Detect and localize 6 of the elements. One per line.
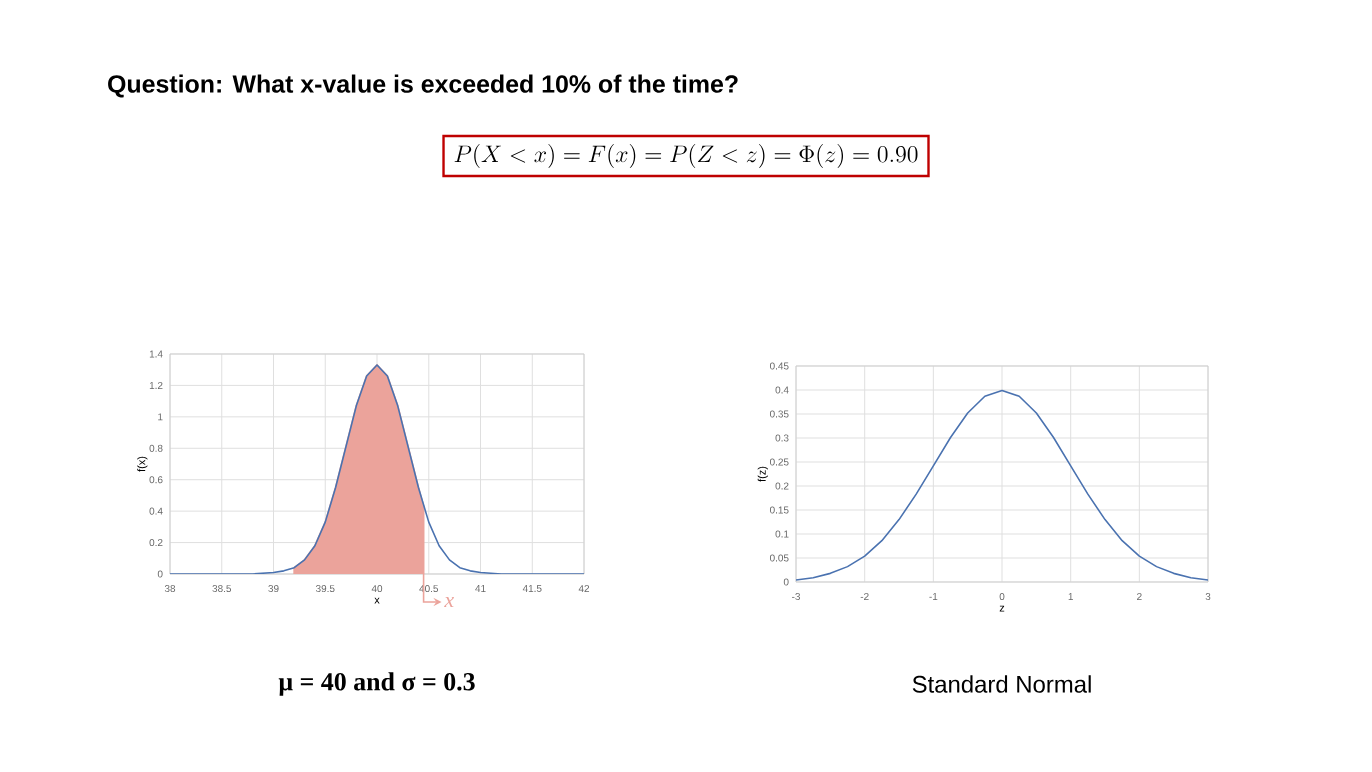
line-series [796, 389, 1209, 581]
text: μ = 40 and σ = 0.3 [278, 672, 475, 696]
text: $P(X < x) = F(x) = P(Z < z) = \Phi(z) = 0.90$ [454, 144, 918, 168]
text: Standard Normal [912, 675, 1091, 693]
annotation: x [444, 596, 454, 608]
chart-title: Question: What x-value is exceeded 10% of the time? [108, 74, 738, 98]
